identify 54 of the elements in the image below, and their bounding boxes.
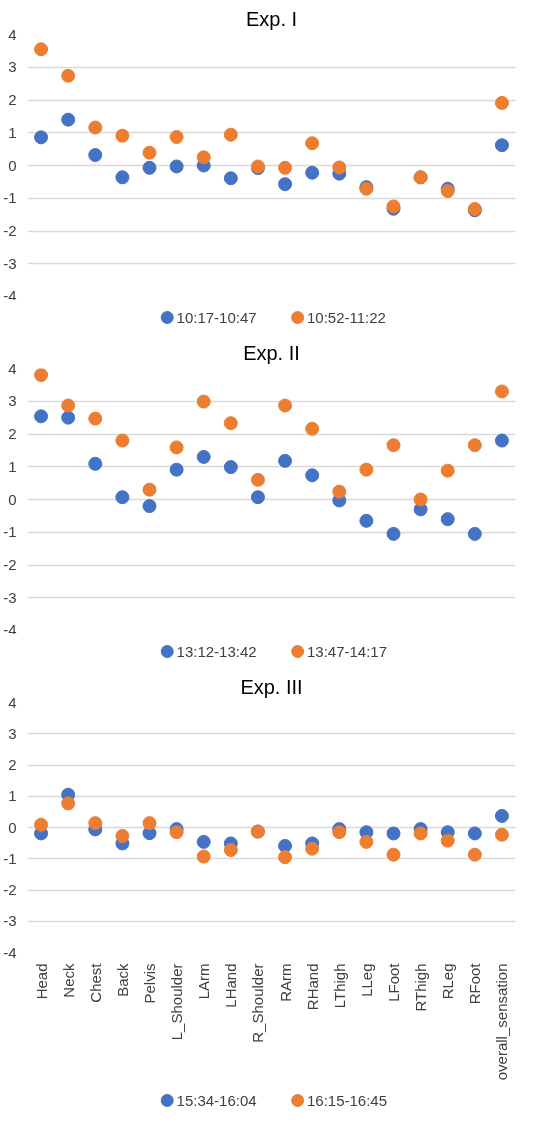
x-tick-label: Back: [113, 963, 131, 997]
x-tick-label: Pelvis: [141, 963, 158, 1004]
y-tick-label: -3: [3, 912, 17, 930]
x-tick-label: LHand: [222, 963, 240, 1008]
y-tick-label: 4: [8, 693, 17, 711]
legend-label: 13:47-14:17: [306, 643, 388, 660]
y-tick-label: -2: [3, 222, 17, 239]
y-tick-label: 3: [8, 58, 17, 76]
y-tick-label: -3: [3, 254, 17, 272]
x-tick-label: overall_sensation: [493, 963, 511, 1081]
chart-title: Exp. III: [240, 675, 303, 698]
y-tick-label: 0: [8, 156, 17, 174]
x-tick-label: LThigh: [330, 963, 348, 1009]
y-tick-label: -3: [3, 588, 17, 606]
y-tick-label: 4: [8, 359, 17, 377]
chart-title: Exp. I: [245, 7, 298, 30]
x-tick-label: LArm: [195, 963, 213, 1000]
y-tick-label: 2: [8, 425, 17, 442]
legend-label: 15:34-16:04: [176, 1092, 257, 1109]
y-tick-label: -1: [3, 523, 17, 541]
y-tick-label: 3: [8, 392, 17, 410]
y-tick-label: 0: [8, 818, 17, 836]
legend-label: 16:15-16:45: [306, 1092, 388, 1109]
x-tick-label: RLeg: [439, 963, 457, 1000]
x-tick-label: L_Shoulder: [168, 963, 186, 1041]
y-tick-label: -2: [3, 556, 17, 573]
y-tick-label: -1: [3, 849, 17, 867]
y-tick-label: -4: [3, 943, 17, 961]
y-tick-label: -4: [3, 286, 17, 304]
legend-label: 10:52-11:22: [306, 309, 386, 326]
y-tick-label: -4: [3, 620, 17, 638]
x-tick-label: Head: [32, 963, 50, 1000]
x-tick-label: RHand: [303, 963, 321, 1011]
y-tick-label: 1: [8, 787, 17, 805]
y-tick-label: 3: [8, 724, 17, 742]
x-tick-label: RThigh: [412, 963, 430, 1012]
x-tick-label: Chest: [86, 962, 104, 1003]
y-tick-label: -1: [3, 189, 17, 207]
y-tick-label: 0: [8, 490, 17, 508]
x-tick-label: LLeg: [357, 963, 375, 997]
x-tick-label: RArm: [276, 963, 294, 1002]
y-tick-label: 2: [8, 756, 17, 773]
y-tick-label: 1: [8, 123, 17, 141]
x-tick-label: R_Shoulder: [249, 963, 267, 1043]
y-tick-label: 2: [8, 91, 17, 108]
x-tick-label: LFoot: [385, 962, 402, 1002]
legend-label: 13:12-13:42: [176, 643, 257, 660]
y-tick-label: 1: [8, 457, 17, 475]
legend-label: 10:17-10:47: [176, 309, 257, 326]
chart-title: Exp. II: [243, 341, 300, 364]
y-tick-label: 4: [8, 25, 17, 43]
y-tick-label: -2: [3, 881, 17, 898]
x-tick-label: RFoot: [466, 962, 484, 1005]
x-tick-label: Neck: [59, 963, 77, 998]
